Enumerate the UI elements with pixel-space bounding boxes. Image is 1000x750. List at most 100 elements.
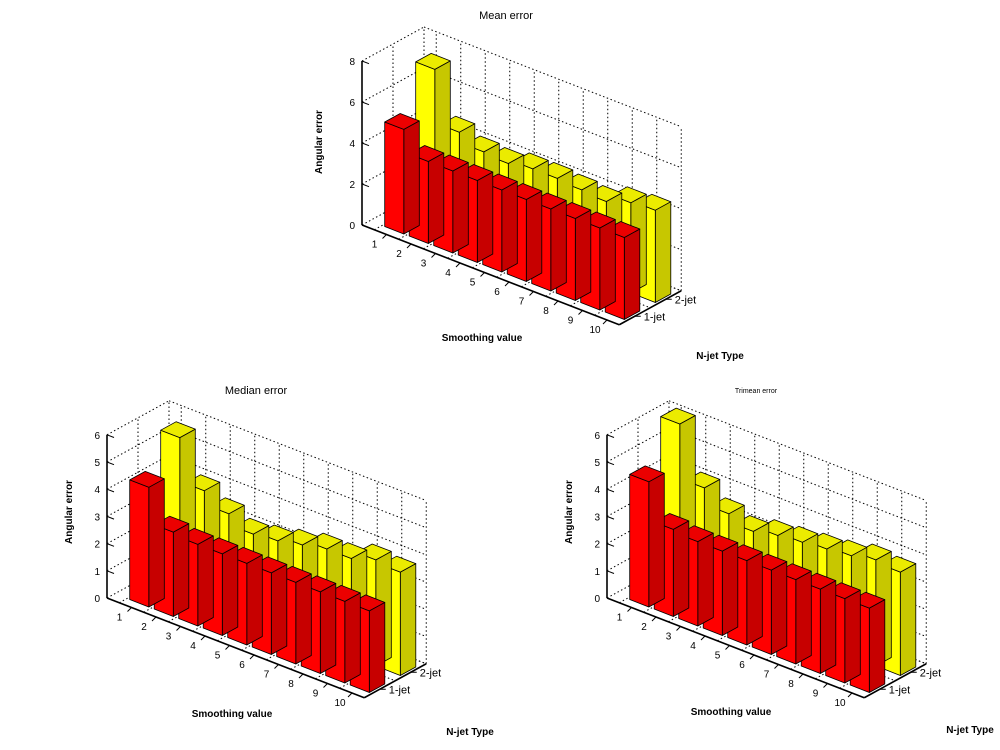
x-tick-label: 1 xyxy=(372,240,378,251)
y-tick-label: 2 xyxy=(349,180,355,191)
x-axis xyxy=(606,597,865,699)
y-tick xyxy=(361,224,370,229)
y-tick xyxy=(606,461,615,466)
bar-side xyxy=(344,592,361,684)
x-tick-label: 3 xyxy=(666,632,672,643)
x-tick-label: 2 xyxy=(396,249,402,260)
z-tick-label: 2-jet xyxy=(420,667,441,679)
grid-line xyxy=(361,67,425,103)
x-tick xyxy=(347,692,353,698)
bar-side xyxy=(403,120,420,235)
y-ticks: 0 1 2 3 4 5 6 xyxy=(94,431,115,605)
x-tick xyxy=(480,272,485,277)
z-tick-label: 1-jet xyxy=(389,684,410,696)
y-tick xyxy=(106,461,115,466)
x-tick-label: 5 xyxy=(470,278,476,289)
bar-side xyxy=(648,472,665,608)
series-1-jet xyxy=(384,113,641,320)
x-tick xyxy=(406,243,412,249)
y-tick-label: 4 xyxy=(594,485,600,496)
x-tick xyxy=(602,319,608,325)
z-axis-label: N-jet Type xyxy=(446,727,494,738)
x-tick-label: 2 xyxy=(641,622,647,633)
z-tick-label: 2-jet xyxy=(920,667,941,679)
bar-side xyxy=(399,563,417,676)
bar-top xyxy=(660,407,696,425)
bar-side xyxy=(270,564,288,655)
x-tick-label: 8 xyxy=(788,679,794,690)
x-tick-label: 9 xyxy=(813,689,819,700)
x-tick-label: 3 xyxy=(421,259,427,270)
x-tick xyxy=(725,645,730,650)
bar-top xyxy=(160,421,196,439)
x-ticks: 1 2 3 4 5 6 7 8 9 10 xyxy=(372,234,608,336)
y-tick xyxy=(606,543,615,547)
x-tick xyxy=(127,607,132,612)
bar-side xyxy=(574,209,592,301)
bar-side xyxy=(427,152,445,244)
z-axis xyxy=(618,290,682,326)
x-ticks: 1 2 3 4 5 6 7 8 9 10 xyxy=(617,607,853,709)
x-tick xyxy=(627,607,632,612)
x-tick xyxy=(298,673,304,679)
y-ticks: 0 2 4 6 8 xyxy=(349,57,370,232)
bar-side xyxy=(501,181,518,273)
y-tick xyxy=(606,488,615,493)
bar-side xyxy=(721,542,739,636)
y-tick-label: 3 xyxy=(594,512,600,523)
chart-title: Trimean error xyxy=(735,388,778,395)
y-tick xyxy=(361,183,370,188)
x-tick-label: 10 xyxy=(334,698,346,709)
bar-top xyxy=(629,465,665,483)
y-tick-label: 4 xyxy=(349,139,355,150)
y-tick-label: 0 xyxy=(594,594,600,605)
y-tick-label: 1 xyxy=(94,567,100,578)
bar-side xyxy=(697,532,714,627)
y-tick xyxy=(106,434,115,438)
bar-top xyxy=(384,113,420,130)
x-tick xyxy=(455,262,461,268)
z-axis-label: N-jet Type xyxy=(696,351,744,362)
z-ticks: 1-jet 2-jet xyxy=(879,667,941,696)
bar-front xyxy=(629,473,650,608)
x-tick xyxy=(774,664,779,669)
bar-1-jet-1 xyxy=(629,465,665,608)
z-ticks: 1-jet 2-jet xyxy=(634,294,696,323)
bar-side xyxy=(868,599,886,693)
bar-front xyxy=(129,479,150,608)
y-tick xyxy=(606,434,615,438)
bar-side xyxy=(148,478,165,608)
bar-side xyxy=(599,219,616,311)
bar-top xyxy=(415,53,451,70)
x-tick xyxy=(504,281,510,287)
x-tick xyxy=(578,310,583,315)
x-tick xyxy=(823,683,828,688)
y-tick-label: 3 xyxy=(94,512,100,523)
z-axis xyxy=(363,663,427,699)
y-axis-label: Angular error xyxy=(314,110,325,174)
y-tick xyxy=(106,515,115,520)
y-tick-label: 4 xyxy=(94,485,100,496)
y-tick-label: 0 xyxy=(349,221,355,232)
x-tick-label: 1 xyxy=(617,613,623,624)
x-tick xyxy=(382,234,387,239)
y-tick-label: 2 xyxy=(94,540,100,551)
grid-line xyxy=(606,400,670,436)
chart-trimean-error: 0 1 2 3 4 5 6 1 2 3 4 5 6 7 8 9 10 1-jet 2-jet Trimean erro… xyxy=(564,388,994,736)
x-tick xyxy=(249,654,255,660)
y-tick-label: 2 xyxy=(594,540,600,551)
z-tick-label: 1-jet xyxy=(889,684,910,696)
x-tick xyxy=(431,253,436,258)
x-tick-label: 8 xyxy=(288,679,294,690)
bar-1-jet-1 xyxy=(384,113,420,235)
x-tick xyxy=(274,664,279,669)
y-tick xyxy=(106,597,115,602)
bar-side xyxy=(746,551,763,646)
y-tick-label: 0 xyxy=(94,594,100,605)
bar-side xyxy=(795,570,812,665)
bar-side xyxy=(819,580,837,674)
x-tick xyxy=(847,692,853,698)
y-tick-label: 5 xyxy=(594,458,600,469)
chart-mean-error: 0 2 4 6 8 1 2 3 4 5 6 7 8 9 10 1-jet 2-jet Mean error Smoo… xyxy=(314,10,744,362)
